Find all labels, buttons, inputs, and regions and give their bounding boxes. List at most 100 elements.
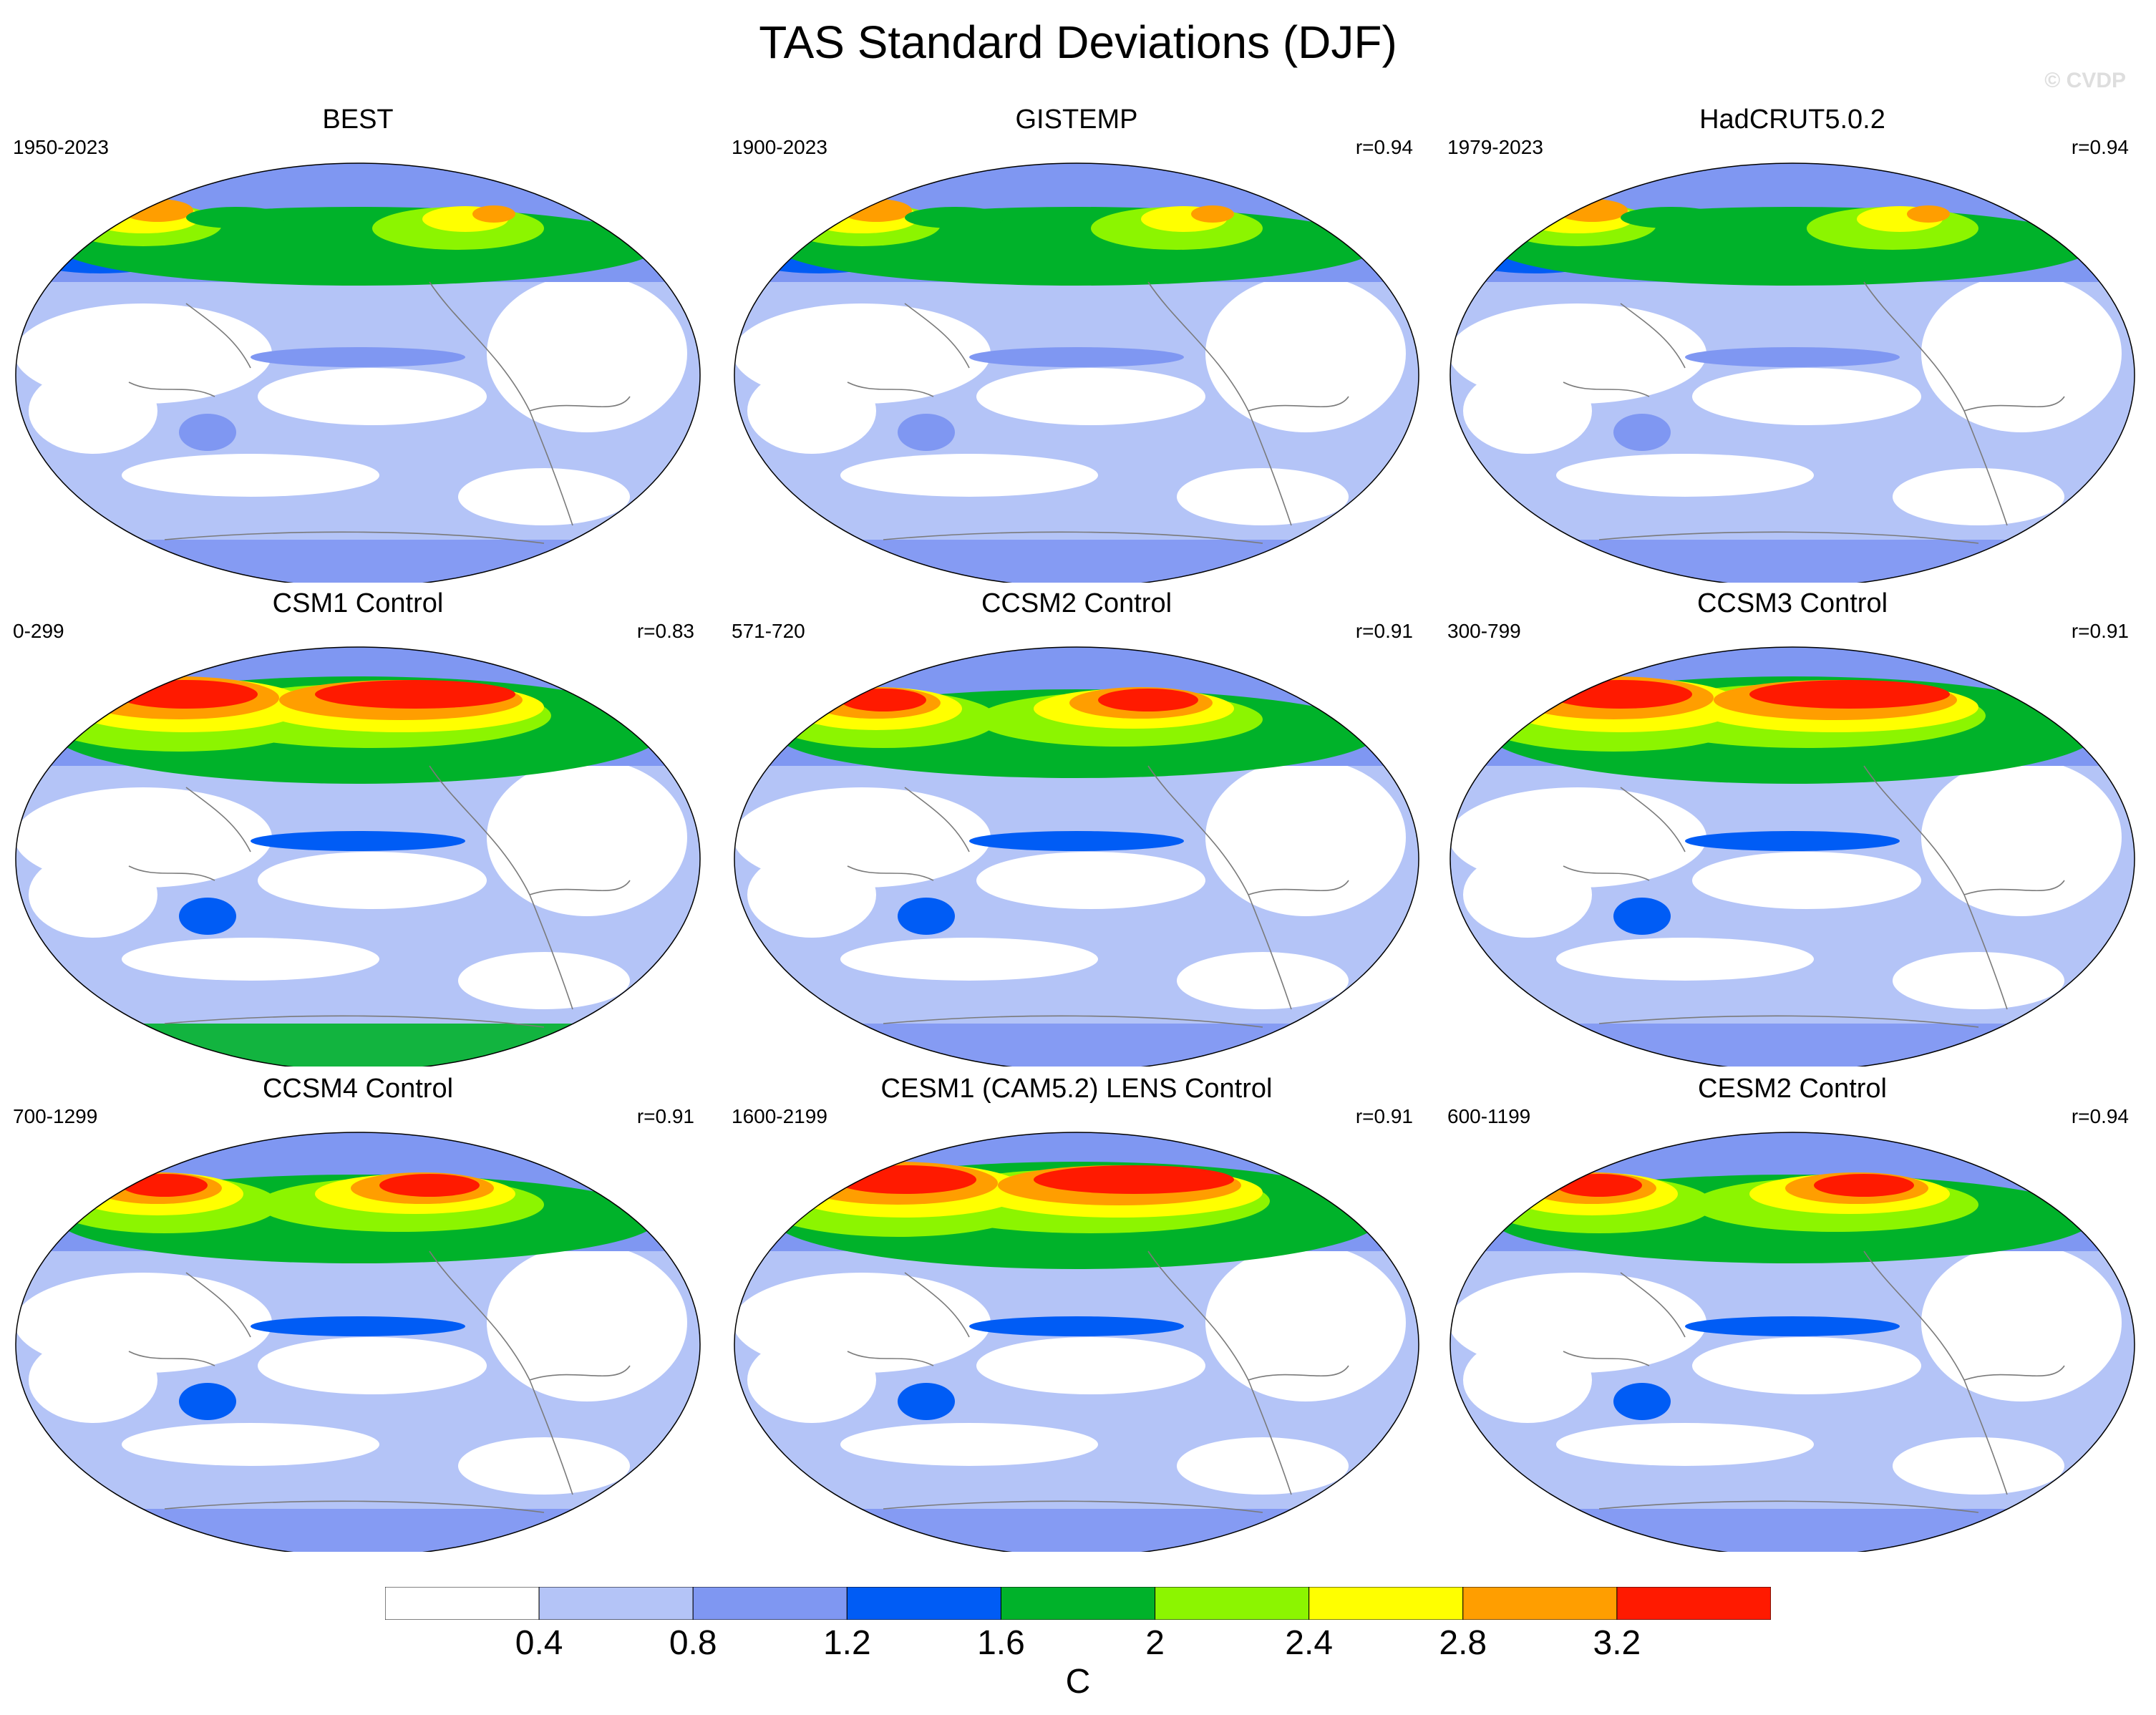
field-low-region bbox=[29, 852, 157, 938]
field-low-region bbox=[976, 852, 1205, 909]
panel-years: 1600-2199 bbox=[732, 1105, 827, 1127]
colorbar-segment bbox=[846, 1587, 1001, 1620]
field-enso-band bbox=[969, 831, 1184, 851]
field-southern-ocean bbox=[1450, 540, 2135, 583]
field-low-region bbox=[258, 368, 487, 425]
field-high-region bbox=[1556, 1174, 1642, 1197]
map-panel: CSM1 Control 0-299 r=0.83 bbox=[0, 588, 716, 1067]
field-low-region bbox=[1556, 938, 1814, 981]
field-high-region bbox=[840, 689, 926, 711]
coastline bbox=[847, 281, 1349, 544]
field-low-region bbox=[1556, 454, 1814, 497]
field-low-region bbox=[122, 1423, 379, 1466]
field-low-region bbox=[29, 368, 157, 454]
map-field bbox=[16, 1132, 700, 1552]
field-australia bbox=[1613, 414, 1671, 451]
field-enso-band bbox=[1685, 347, 1900, 367]
map-plot bbox=[1450, 646, 2135, 1067]
colorbar-tick-label: 1.6 bbox=[977, 1624, 1025, 1662]
field-australia bbox=[1613, 898, 1671, 935]
panel-title: GISTEMP bbox=[1015, 105, 1138, 135]
panel-years: 300-799 bbox=[1447, 620, 1521, 642]
field-australia bbox=[898, 414, 955, 451]
field-southern-ocean bbox=[16, 540, 700, 583]
panel-title: CCSM2 Control bbox=[981, 588, 1172, 618]
panel-correlation: r=0.83 bbox=[636, 620, 694, 642]
colorbar-tick-label: 2.4 bbox=[1285, 1624, 1334, 1662]
panel-correlation: r=0.94 bbox=[2071, 136, 2129, 158]
colorbar-tick-label: 0.8 bbox=[669, 1624, 717, 1662]
panel-correlation: r=0.91 bbox=[1355, 1105, 1413, 1127]
panel-years: 571-720 bbox=[732, 620, 805, 642]
field-low-region bbox=[458, 1437, 630, 1495]
map-panel: CCSM4 Control 700-1299 r=0.91 bbox=[0, 1074, 716, 1552]
field-enso-band bbox=[969, 347, 1184, 367]
map-boundary bbox=[1450, 162, 2135, 583]
map-panel: CESM1 (CAM5.2) LENS Control 1600-2199 r=0.… bbox=[719, 1074, 1434, 1552]
map-plot bbox=[734, 1132, 1419, 1552]
field-southern-ocean bbox=[734, 540, 1419, 583]
field-southern-ocean bbox=[734, 1509, 1419, 1552]
colorbar-segment bbox=[1616, 1587, 1771, 1620]
map-plot bbox=[734, 162, 1419, 583]
field-low-region bbox=[1921, 275, 2122, 432]
field-low-region bbox=[1692, 1337, 1921, 1394]
map-plot bbox=[734, 646, 1419, 1067]
colorbar-segment bbox=[385, 1587, 540, 1620]
field-high-region bbox=[840, 199, 912, 222]
panel-title: BEST bbox=[322, 105, 394, 135]
field-low-region bbox=[1692, 368, 1921, 425]
map-field bbox=[16, 163, 700, 583]
field-australia bbox=[179, 898, 236, 935]
map-panel: CESM2 Control 600-1199 r=0.94 bbox=[1434, 1074, 2150, 1552]
panel-correlation: r=0.94 bbox=[2071, 1105, 2129, 1127]
colorbar-segment bbox=[1155, 1587, 1310, 1620]
field-enso-band bbox=[251, 1316, 465, 1336]
field-high-region bbox=[905, 207, 1005, 228]
field-low-region bbox=[976, 368, 1205, 425]
field-low-region bbox=[1463, 368, 1592, 454]
coastline bbox=[1563, 281, 2065, 544]
panel-title: CESM2 Control bbox=[1698, 1074, 1887, 1104]
map-boundary bbox=[734, 162, 1419, 583]
panel-title: CSM1 Control bbox=[272, 588, 444, 618]
field-high-region bbox=[315, 680, 515, 709]
coastline bbox=[847, 1250, 1349, 1513]
coastline bbox=[1563, 1250, 2065, 1513]
map-boundary bbox=[1450, 646, 2135, 1067]
map-plot bbox=[15, 1132, 701, 1552]
field-high-region bbox=[115, 680, 258, 709]
field-low-region bbox=[258, 852, 487, 909]
panel-correlation: r=0.91 bbox=[2071, 620, 2129, 642]
colorbar-tick-label: 1.2 bbox=[822, 1624, 871, 1662]
map-boundary bbox=[15, 162, 701, 583]
field-low-region bbox=[1177, 468, 1349, 525]
panel-years: 700-1299 bbox=[13, 1105, 98, 1127]
field-southern-ocean bbox=[1450, 1509, 2135, 1552]
field-low-region bbox=[1692, 852, 1921, 909]
watermark: © CVDP bbox=[2044, 69, 2126, 92]
colorbar-segment bbox=[1000, 1587, 1156, 1620]
panel-title: CESM1 (CAM5.2) LENS Control bbox=[880, 1074, 1273, 1104]
coastline bbox=[1563, 765, 2065, 1028]
panel-correlation: r=0.91 bbox=[1355, 620, 1413, 642]
field-low-region bbox=[1205, 275, 1406, 432]
field-high-region bbox=[1549, 680, 1692, 709]
field-low-region bbox=[1921, 759, 2122, 916]
field-high-region bbox=[1034, 1165, 1234, 1194]
panel-title: CCSM3 Control bbox=[1696, 588, 1888, 618]
field-enso-band bbox=[1685, 1316, 1900, 1336]
field-low-region bbox=[976, 1337, 1205, 1394]
field-low-region bbox=[487, 1244, 687, 1401]
map-field bbox=[734, 1132, 1419, 1552]
map-plot bbox=[1450, 162, 2135, 583]
field-low-region bbox=[1893, 952, 2064, 1009]
field-high-region bbox=[1556, 199, 1628, 222]
map-panel: CCSM3 Control 300-799 r=0.91 bbox=[1434, 588, 2150, 1067]
field-southern-ocean bbox=[16, 1024, 700, 1067]
colorbar-tick-label: 2.8 bbox=[1439, 1624, 1487, 1662]
field-high-region bbox=[186, 207, 286, 228]
field-enso-band bbox=[251, 831, 465, 851]
field-high-region bbox=[472, 205, 515, 223]
map-panel: CCSM2 Control 571-720 r=0.91 bbox=[719, 588, 1434, 1067]
